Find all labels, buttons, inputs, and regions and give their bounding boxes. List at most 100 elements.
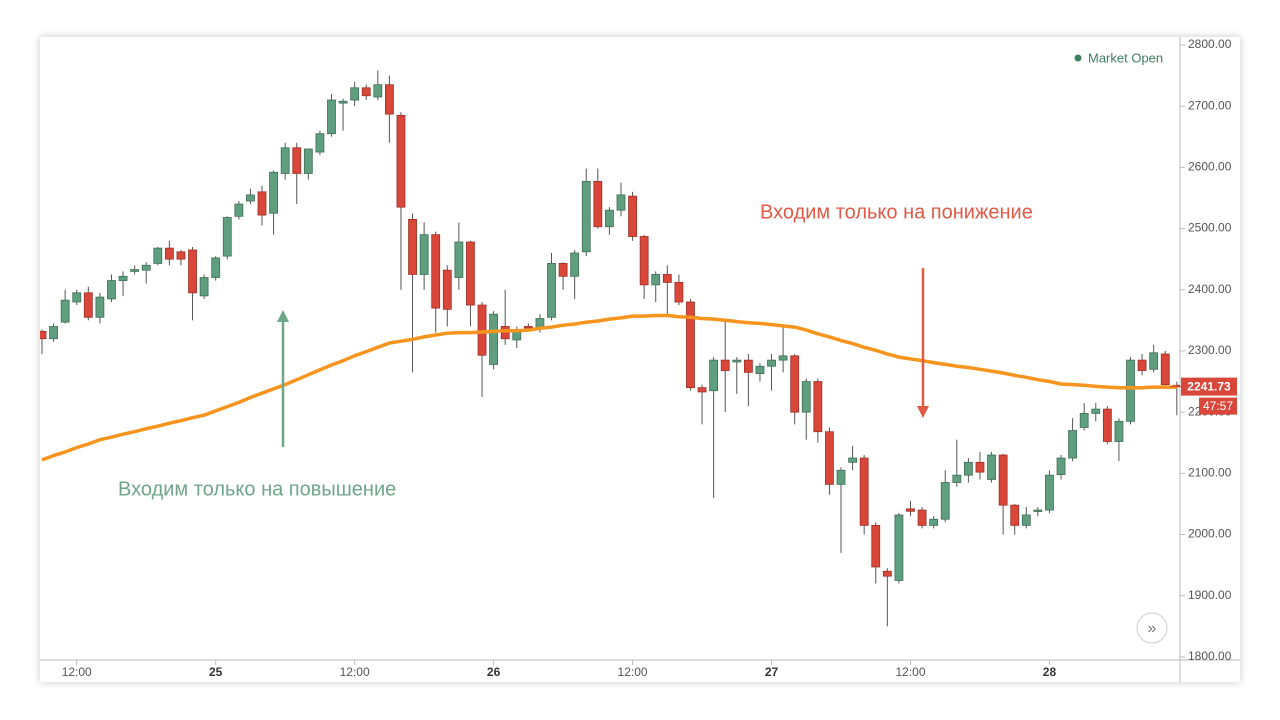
candle-body — [1114, 420, 1124, 442]
candle-body — [1149, 352, 1159, 370]
candle-body — [801, 381, 811, 413]
candle-body — [292, 147, 302, 174]
y-tick-label: 2000.00 — [1188, 527, 1232, 541]
scroll-icon: » — [1148, 620, 1157, 637]
candle-body — [454, 241, 464, 278]
candle-body — [176, 251, 186, 260]
candle-body — [1079, 412, 1089, 428]
candle-body — [83, 292, 93, 318]
y-tick-label: 1900.00 — [1188, 588, 1232, 602]
candle-body — [40, 330, 47, 340]
candle-body — [153, 247, 163, 264]
candle-body — [373, 84, 383, 98]
candle-body — [616, 194, 626, 211]
candle-body — [408, 218, 417, 275]
candle-body — [882, 570, 892, 577]
y-tick-label: 1800.00 — [1188, 649, 1232, 663]
candle-body — [628, 195, 637, 237]
candle-body — [222, 217, 232, 257]
y-tick-label: 2400.00 — [1188, 282, 1232, 296]
candle-body — [547, 263, 556, 318]
candle-body — [396, 114, 406, 208]
candle-body — [743, 359, 753, 373]
y-tick-label: 2700.00 — [1188, 98, 1232, 112]
candle-body — [72, 292, 82, 303]
candle-body — [674, 282, 684, 303]
candle-body — [246, 194, 255, 202]
candle-body — [686, 301, 695, 389]
candle-body — [605, 209, 614, 228]
candle-body — [107, 280, 116, 300]
candle-body — [1056, 457, 1066, 475]
candle-body — [1102, 408, 1112, 442]
x-tick-label: 12:00 — [340, 665, 370, 679]
candle-body — [1137, 359, 1147, 371]
candle-body — [975, 461, 985, 473]
candle-body — [419, 234, 429, 275]
candle-body — [257, 191, 267, 216]
moving-average — [41, 313, 1177, 462]
x-tick-label: 27 — [765, 665, 779, 679]
candle-body — [130, 269, 140, 272]
candle-body — [1045, 474, 1054, 511]
scroll-button[interactable] — [1136, 612, 1168, 644]
plot — [40, 70, 1180, 627]
candle-body — [848, 457, 857, 463]
countdown-box — [1199, 397, 1237, 415]
candle-body — [778, 355, 788, 361]
candle-body — [836, 469, 846, 485]
candle-body — [1126, 359, 1135, 422]
candle-body — [361, 87, 371, 97]
candle-body — [929, 518, 939, 526]
last-price-box — [1181, 377, 1237, 396]
candle-body — [188, 249, 197, 294]
candle-body — [164, 247, 174, 260]
candle-body — [280, 147, 290, 174]
candle-body — [523, 326, 533, 329]
up-arrow-head — [277, 310, 289, 322]
x-tick-label: 28 — [1043, 665, 1057, 679]
candle-body — [269, 171, 278, 214]
candle-body — [315, 133, 325, 153]
candle-body — [431, 234, 441, 309]
candle-body — [651, 274, 661, 286]
market-status: Market Open — [1088, 50, 1163, 65]
candle-body — [581, 181, 591, 253]
x-tick-label: 12:00 — [618, 665, 648, 679]
candle-body — [998, 454, 1008, 506]
candle-body — [350, 87, 360, 101]
candle-body — [917, 509, 927, 526]
candle-body — [767, 359, 776, 367]
candle-body — [639, 236, 649, 286]
candle-body — [1091, 408, 1101, 414]
candle-body — [755, 365, 765, 374]
candle-body — [60, 299, 70, 323]
candle-body — [338, 100, 348, 104]
candle-body — [303, 148, 313, 174]
candle-body — [49, 326, 58, 340]
countdown-label: 47:57 — [1203, 399, 1233, 413]
candle-body — [952, 474, 962, 483]
y-tick-label: 2500.00 — [1188, 221, 1232, 235]
x-tick-label: 12:00 — [895, 665, 925, 679]
y-tick-label: 2100.00 — [1188, 466, 1232, 480]
down-arrow-head — [917, 406, 929, 418]
candle-body — [570, 252, 580, 277]
candle-body — [906, 508, 915, 512]
candle-body — [871, 524, 881, 568]
candle-body — [118, 275, 128, 281]
candle-body — [963, 461, 973, 476]
candle-body — [859, 457, 869, 526]
candle-body — [141, 264, 151, 271]
annotation: Входим только на повышение — [118, 478, 396, 500]
y-tick-label: 2600.00 — [1188, 160, 1232, 174]
candle-body — [1160, 353, 1170, 386]
candle-body — [384, 84, 394, 115]
candle-body — [1010, 504, 1020, 526]
candle-body — [732, 359, 742, 363]
y-tick-label: 2300.00 — [1188, 343, 1232, 357]
candle-body — [211, 257, 221, 278]
x-tick-label: 26 — [487, 665, 501, 679]
candle-body — [442, 269, 452, 310]
